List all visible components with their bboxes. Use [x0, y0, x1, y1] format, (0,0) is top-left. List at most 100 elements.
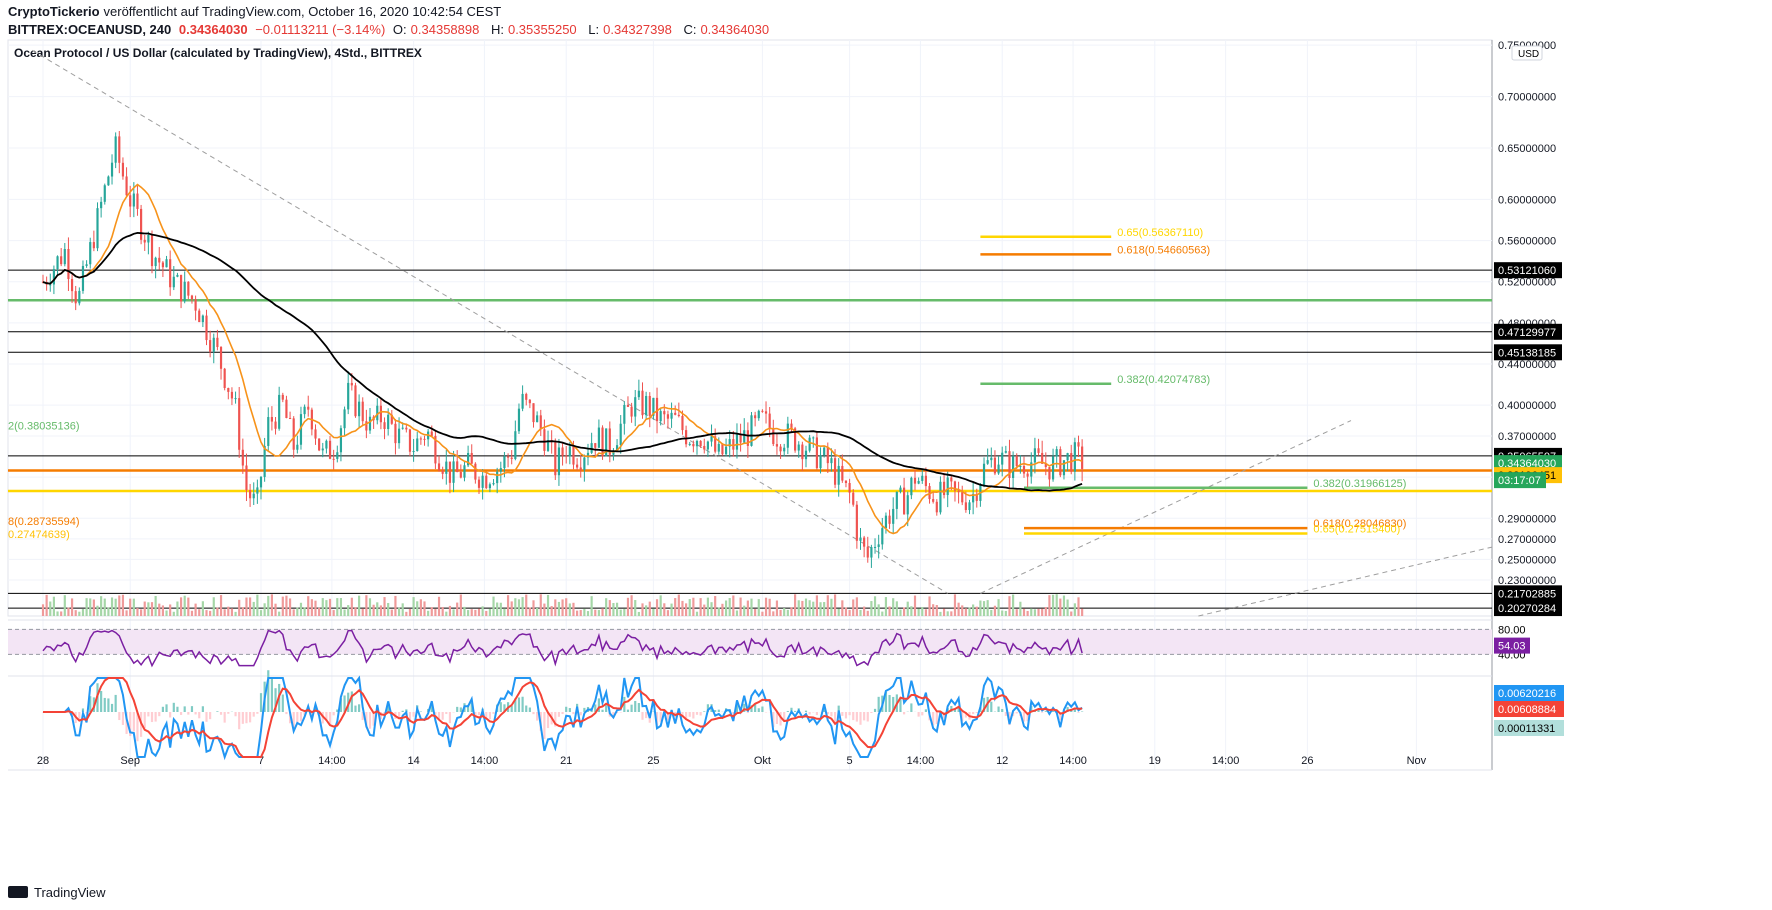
macd-hist-bar [158, 712, 161, 717]
publisher-name[interactable]: CryptoTickerio [8, 4, 100, 19]
volume-bar [278, 611, 281, 616]
macd-hist-bar [790, 707, 793, 712]
volume-bar [1051, 594, 1055, 616]
volume-bar [692, 597, 695, 616]
rsi-level-label: 80.00 [1498, 624, 1526, 636]
macd-hist-bar [921, 712, 924, 716]
volume-bar [913, 595, 917, 616]
macd-hist-bar [525, 705, 528, 712]
candle-body [452, 461, 455, 483]
candle-body [150, 234, 154, 267]
candle-body [1073, 442, 1076, 472]
volume-bar [1044, 606, 1047, 616]
candle-body [434, 435, 437, 464]
price-chart[interactable]: 28 Sep 7 14:00 14 14:00 21 25 Okt 5 14:00 12 14:00 19… [0, 0, 1772, 880]
candle-body [506, 456, 510, 458]
volume-bar [474, 609, 477, 616]
footer: TradingView [8, 880, 106, 904]
macd-hist-bar [833, 712, 837, 725]
fib-level-label: 0.618(0.54660563) [1117, 244, 1210, 256]
x-tick-label: Sep [120, 755, 140, 767]
volume-bar [717, 607, 720, 616]
macd-hist-bar [888, 694, 891, 712]
volume-bar [154, 595, 157, 616]
candle-body [848, 483, 851, 493]
volume-bar [779, 609, 782, 616]
volume-bar [688, 599, 691, 616]
macd-hist-bar [975, 712, 978, 713]
price-label-box [1494, 455, 1562, 472]
x-tick-label: 19 [1149, 755, 1161, 767]
macd-hist-bar [503, 704, 506, 712]
candle-body [49, 284, 52, 286]
volume-bar [467, 610, 470, 616]
volume-bar [764, 597, 768, 616]
volume-bar [546, 594, 550, 616]
macd-hist-bar [121, 712, 125, 725]
candle-body [205, 315, 208, 341]
macd-hist-bar [1081, 711, 1084, 712]
macd-hist-bar [132, 712, 135, 732]
macd-hist-bar [310, 712, 313, 717]
volume-bar [281, 596, 284, 616]
volume-bar [823, 602, 826, 616]
countdown-box [1494, 472, 1546, 489]
candle-body [336, 452, 339, 459]
candle-body [67, 248, 70, 280]
candle-body [910, 477, 913, 496]
candle-body [750, 415, 753, 446]
candle-body [637, 390, 640, 398]
volume-bar [158, 603, 161, 616]
macd-hist-bar [757, 708, 760, 712]
macd-hist-bar [546, 712, 550, 729]
macd-hist-bar [1015, 712, 1018, 714]
volume-bar [67, 607, 70, 616]
price-label-box [1494, 323, 1562, 340]
macd-hist-bar [405, 709, 408, 712]
volume-bar [249, 597, 252, 616]
candle-body [125, 176, 128, 196]
rsi-value-label: 54.03 [1498, 641, 1526, 653]
candle-body [863, 537, 866, 547]
candle-body [539, 415, 542, 430]
volume-bar [45, 594, 48, 616]
candle-body [92, 242, 95, 249]
macd-hist-bar [605, 705, 608, 712]
volume-bar [906, 601, 909, 616]
fib-level-label: 0.618(0.28046830) [1313, 518, 1406, 530]
price-tick-label: 0.37000000 [1498, 431, 1556, 443]
macd-hist-bar [488, 712, 491, 720]
volume-bar [852, 599, 855, 616]
candle-body [692, 443, 695, 447]
macd-hist-bar [332, 712, 335, 716]
volume-bar [623, 608, 626, 616]
candle-body [768, 413, 771, 429]
macd-hist-bar [572, 712, 575, 715]
volume-bar [808, 600, 811, 616]
volume-bar [299, 602, 303, 616]
candle-body [121, 162, 125, 177]
candle-body [906, 495, 909, 515]
macd-hist-bar [467, 704, 470, 712]
volume-bar [663, 603, 666, 616]
candle-body [103, 185, 106, 202]
volume-bar [626, 597, 630, 616]
candle-body [877, 544, 880, 547]
macd-hist-bar [445, 712, 448, 715]
macd-hist-bar [641, 712, 644, 720]
macd-hist-bar [964, 712, 967, 718]
volume-bar [841, 600, 844, 616]
macd-hist-bar [241, 712, 244, 724]
fib-level-label: 0.65(0.27515400) [1313, 524, 1400, 536]
volume-bar [263, 603, 266, 616]
macd-hist-bar [209, 712, 212, 720]
volume-bar [961, 605, 964, 616]
candle-body [165, 259, 168, 268]
macd-hist-bar [205, 712, 208, 722]
candle-body [303, 406, 306, 415]
macd-hist-bar [1041, 712, 1044, 713]
brand-name[interactable]: TradingView [34, 884, 106, 900]
chart-title: Ocean Protocol / US Dollar (calculated b… [14, 46, 422, 60]
volume-bar [761, 611, 764, 616]
candle-body [219, 347, 223, 369]
